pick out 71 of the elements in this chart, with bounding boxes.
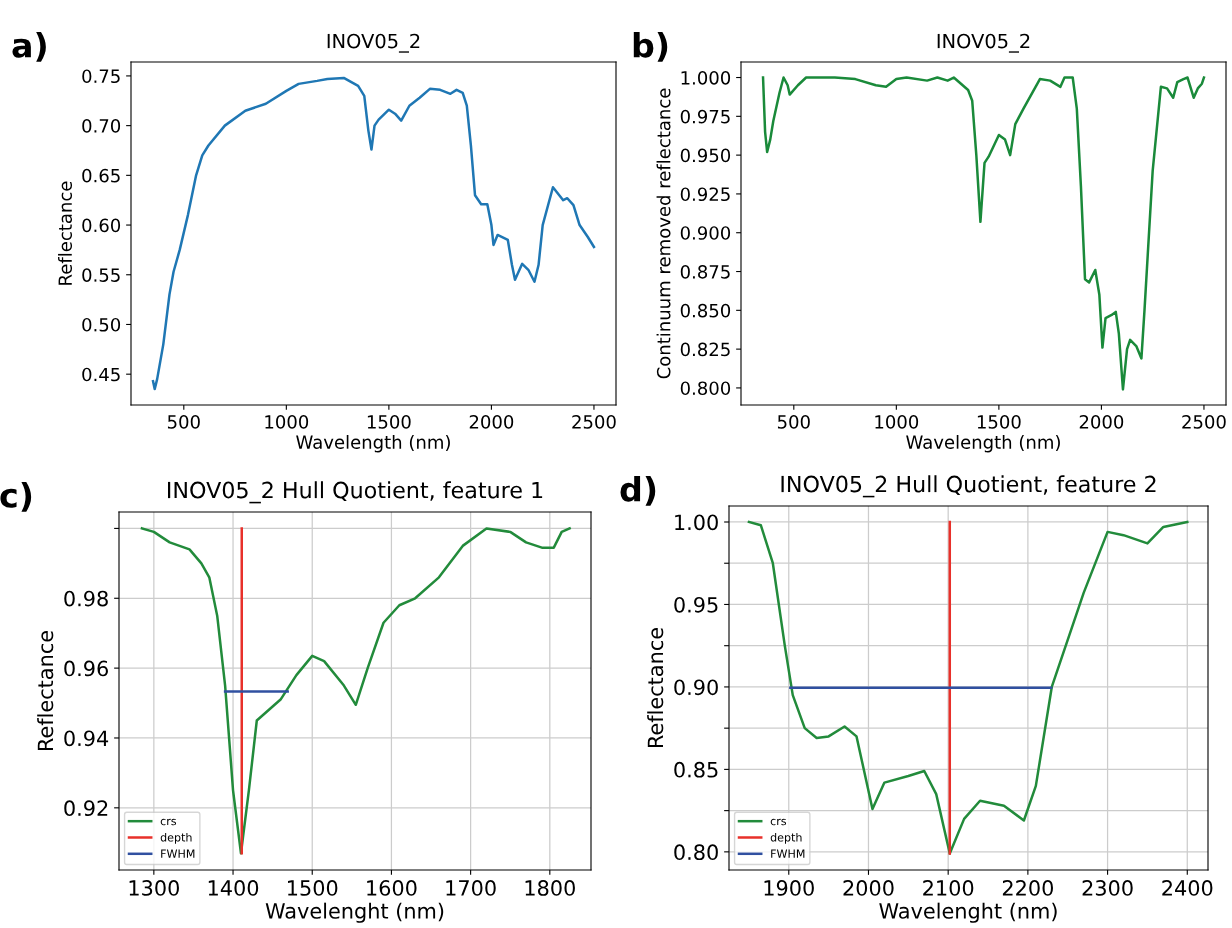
chart-title: INOV05_2 (327, 33, 420, 53)
y-axis-title: Reflectance (37, 631, 54, 751)
x-tick-label: 1600 (367, 880, 417, 896)
y-axis-title: Continuum removed reflectance (656, 88, 671, 379)
y-tick-label: 0.60 (82, 218, 121, 233)
chart-title: INOV05_2 Hull Quotient, feature 2 (781, 475, 1156, 498)
x-tick-label: 500 (167, 415, 200, 429)
x-axis-title: Wavelength (nm) (296, 434, 450, 453)
y-tick-label: 0.95 (674, 596, 718, 613)
line-series (151, 76, 596, 391)
x-tick-label: 1500 (288, 880, 338, 896)
y-tick-label: 0.80 (674, 844, 718, 861)
line-series (761, 76, 1206, 391)
chart-title: INOV05_2 (937, 33, 1030, 53)
y-tick-label: 0.75 (82, 69, 120, 84)
y-tick-label: 1.00 (675, 514, 718, 531)
y-tick-label: 0.925 (680, 187, 730, 202)
text: c) (0, 482, 32, 512)
x-tick-label: 1500 (977, 415, 1021, 429)
x-tick-label: 1500 (367, 415, 411, 429)
legend-label: crs (160, 818, 177, 826)
legend-label: depth (770, 832, 802, 844)
y-tick-label: 0.96 (64, 660, 108, 677)
x-tick-label: 2500 (1182, 415, 1226, 429)
x-tick-label: 1400 (208, 880, 259, 896)
y-tick-label: 0.900 (680, 226, 731, 240)
y-tick-label: 0.975 (680, 109, 730, 124)
x-tick-label: 1000 (265, 415, 309, 429)
y-tick-label: 0.950 (680, 148, 731, 163)
legend-label: FWHM (771, 849, 805, 858)
y-tick-label: 0.850 (680, 303, 731, 318)
x-axis-title: Wavelength (nm) (906, 434, 1060, 453)
x-tick-label: 2000 (469, 415, 514, 429)
x-tick-label: 500 (777, 415, 810, 429)
y-tick-label: 0.90 (674, 679, 718, 696)
x-tick-label: 2000 (843, 880, 894, 896)
y-tick-label: 0.92 (64, 800, 108, 817)
text: b) (633, 32, 668, 62)
y-tick-label: 0.98 (64, 590, 108, 607)
x-tick-label: 2500 (572, 415, 616, 429)
y-axis-title: Reflectance (58, 181, 73, 285)
x-tick-label: 1000 (875, 415, 919, 429)
legend-label: crs (770, 818, 787, 826)
y-tick-label: 0.45 (82, 367, 120, 382)
x-tick-label: 2400 (1162, 880, 1213, 896)
x-tick-label: 1700 (446, 880, 496, 896)
y-tick-label: 0.55 (82, 268, 120, 282)
x-tick-label: 2300 (1082, 880, 1133, 896)
x-tick-label: 2100 (923, 880, 974, 896)
x-axis-title: Wavelenght (nm) (879, 902, 1057, 923)
x-axis-title: Wavelenght (nm) (265, 902, 444, 923)
y-tick-label: 0.70 (82, 119, 121, 133)
y-tick-label: 1.000 (681, 70, 731, 85)
text: a) (12, 32, 46, 62)
legend-label: FWHM (161, 849, 195, 858)
y-tick-label: 0.85 (674, 761, 718, 778)
x-tick-label: 1800 (525, 880, 575, 896)
text: d) (620, 476, 656, 506)
chart-title: INOV05_2 Hull Quotient, feature 1 (168, 481, 543, 504)
x-tick-label: 1900 (764, 880, 814, 896)
y-tick-label: 0.825 (680, 342, 730, 357)
x-tick-label: 2200 (1002, 880, 1053, 896)
x-tick-label: 1300 (129, 880, 179, 896)
y-tick-label: 0.50 (82, 317, 121, 332)
y-tick-label: 0.94 (64, 730, 109, 747)
y-tick-label: 0.65 (82, 168, 120, 183)
x-tick-label: 2000 (1079, 415, 1124, 429)
y-axis-title: Reflectance (647, 628, 664, 748)
y-tick-label: 0.800 (680, 381, 731, 396)
legend-label: depth (160, 832, 192, 844)
y-tick-label: 0.875 (680, 264, 730, 279)
